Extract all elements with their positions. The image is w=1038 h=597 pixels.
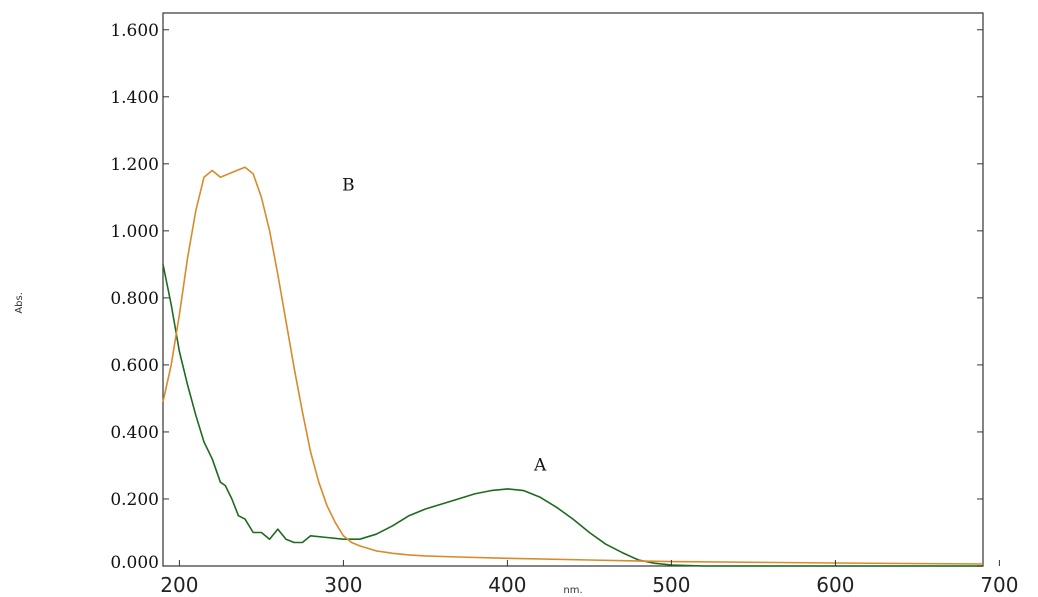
plot-frame xyxy=(162,12,984,567)
series-line-a xyxy=(162,264,983,567)
y-tick-label: 0.000 xyxy=(110,553,159,573)
x-tick-label: 300 xyxy=(324,573,362,597)
x-axis-title: nm. xyxy=(563,585,582,596)
series-annotation-b: B xyxy=(342,176,355,196)
y-tick-label: 1.200 xyxy=(110,155,159,175)
x-tick-label: 400 xyxy=(488,573,526,597)
x-tick-label: 500 xyxy=(652,573,690,597)
y-tick-label: 0.800 xyxy=(110,289,159,309)
x-tick-label: 600 xyxy=(816,573,854,597)
series-line-b xyxy=(162,166,984,565)
x-tick-label: 700 xyxy=(980,573,1018,597)
y-tick-label: 1.400 xyxy=(110,88,159,108)
x-tick-label: 200 xyxy=(160,573,198,597)
y-axis-title: Abs. xyxy=(14,292,25,314)
y-tick-label: 0.200 xyxy=(110,490,159,510)
series-annotation-a: A xyxy=(533,455,547,475)
y-tick-label: 0.400 xyxy=(110,423,159,443)
y-tick-label: 0.600 xyxy=(110,356,159,376)
y-tick-label: 1.600 xyxy=(110,21,159,41)
y-tick-label: 1.000 xyxy=(110,222,159,242)
